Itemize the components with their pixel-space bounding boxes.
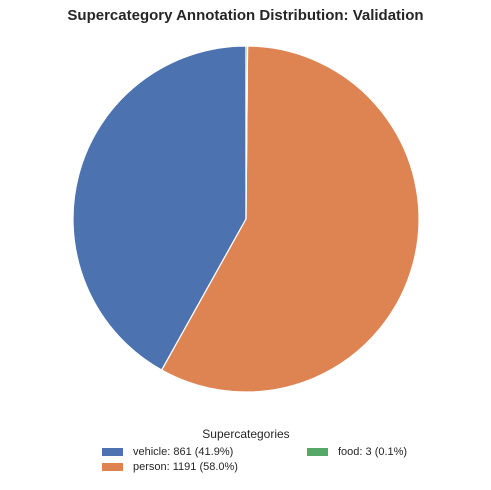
chart-title: Supercategory Annotation Distribution: V…	[67, 7, 424, 24]
legend-swatch-food	[307, 448, 328, 456]
legend-swatch-person	[102, 463, 123, 471]
pie-slice-person	[161, 45, 420, 393]
legend-label-person: person: 1191 (58.0%)	[133, 461, 238, 473]
legend: Supercategories vehicle: 861 (41.9%) per…	[96, 427, 407, 473]
legend-title: Supercategories	[202, 427, 290, 441]
legend-entries: vehicle: 861 (41.9%) person: 1191 (58.0%…	[96, 446, 407, 473]
pie-slice-vehicle	[72, 45, 247, 371]
legend-swatch-vehicle	[102, 448, 123, 456]
legend-entry-person: person: 1191 (58.0%)	[96, 461, 301, 473]
legend-entry-vehicle: vehicle: 861 (41.9%)	[96, 446, 301, 458]
legend-label-vehicle: vehicle: 861 (41.9%)	[133, 446, 234, 458]
pie-slice-food	[245, 45, 249, 220]
legend-label-food: food: 3 (0.1%)	[338, 446, 408, 458]
legend-entry-food: food: 3 (0.1%)	[301, 446, 407, 458]
